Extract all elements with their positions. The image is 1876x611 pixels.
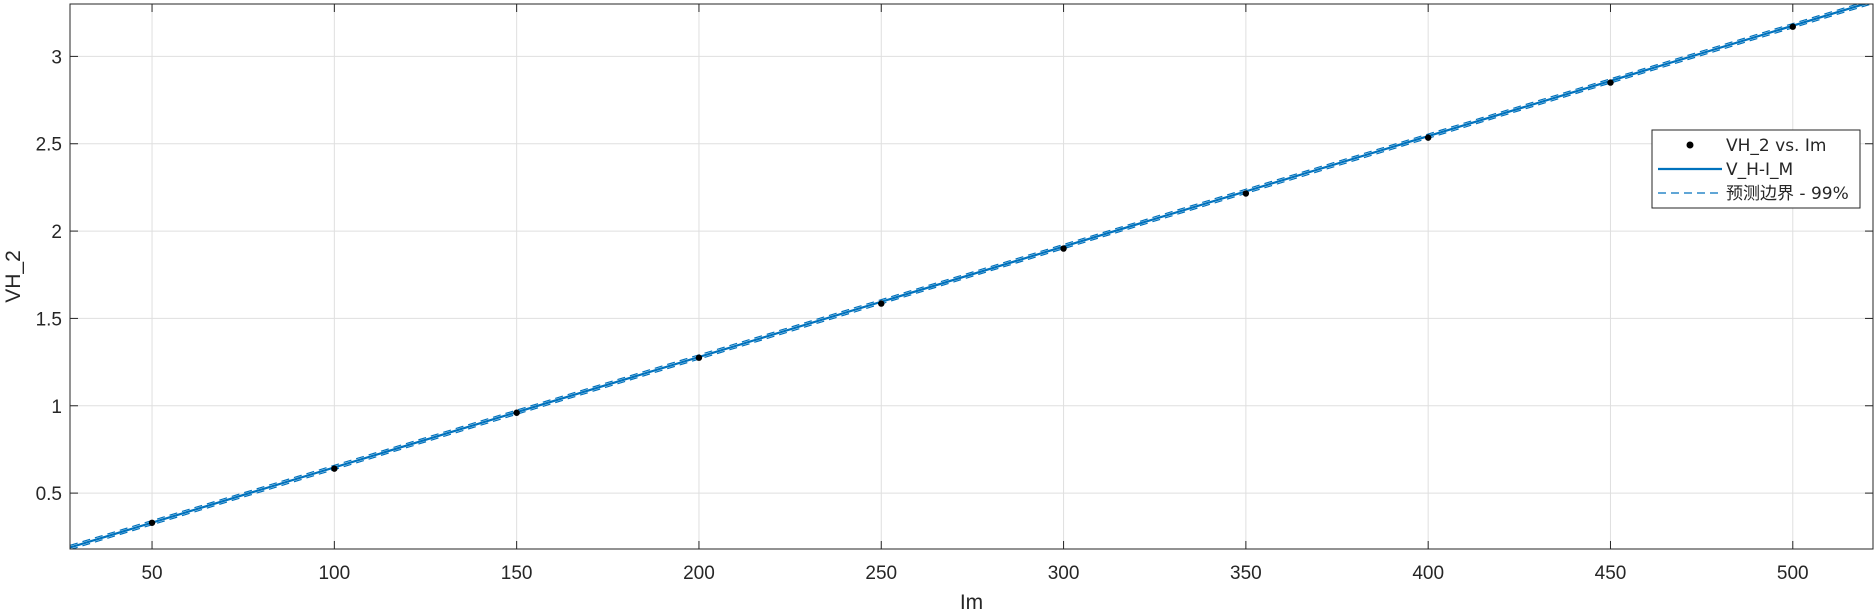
legend-label: 预测边界 - 99% xyxy=(1726,184,1849,204)
y-tick-label: 2 xyxy=(51,222,62,243)
plot-series xyxy=(70,4,1873,549)
legend-label: V_H-I_M xyxy=(1726,160,1793,180)
fit-line xyxy=(70,4,1869,549)
plot-area-frame xyxy=(69,3,1874,550)
data-point xyxy=(513,409,520,416)
y-tick-label: 0.5 xyxy=(36,484,62,505)
x-axis-label: Im xyxy=(960,591,983,611)
data-point xyxy=(148,519,156,526)
data-point xyxy=(1607,79,1614,86)
axis-ticks: 50 100 150 200 250 300 350 400 450 500 0.5 1 1.5 2 2.5… xyxy=(36,4,1873,584)
data-point xyxy=(695,354,703,361)
x-tick-label: 300 xyxy=(1048,563,1080,584)
y-axis-label: VH_2 xyxy=(2,250,25,303)
y-tick-label: 3 xyxy=(51,47,62,68)
data-point xyxy=(878,300,885,307)
x-tick-label: 150 xyxy=(501,563,533,584)
legend-marker-points xyxy=(1686,141,1694,149)
x-tick-label: 500 xyxy=(1777,563,1809,584)
y-tick-label: 2.5 xyxy=(36,135,62,156)
x-tick-label: 100 xyxy=(318,563,350,584)
prediction-bound-upper xyxy=(70,4,1860,546)
x-tick-label: 400 xyxy=(1412,563,1444,584)
data-point xyxy=(1789,23,1796,30)
grid xyxy=(70,4,1873,549)
y-tick-label: 1.5 xyxy=(36,309,62,330)
data-point xyxy=(331,465,338,472)
data-point xyxy=(1060,245,1067,252)
y-tick-label: 1 xyxy=(51,397,62,418)
x-tick-label: 200 xyxy=(683,563,715,584)
prediction-bound-lower xyxy=(70,4,1873,549)
x-tick-label: 450 xyxy=(1595,563,1627,584)
x-tick-label: 250 xyxy=(865,563,897,584)
legend[interactable]: VH_2 vs. Im V_H-I_M 预测边界 - 99% xyxy=(1651,129,1861,209)
x-tick-label: 350 xyxy=(1230,563,1262,584)
x-tick-label: 50 xyxy=(141,563,162,584)
data-point xyxy=(1242,190,1250,197)
data-point xyxy=(1424,134,1432,141)
legend-label: VH_2 vs. Im xyxy=(1726,136,1826,156)
